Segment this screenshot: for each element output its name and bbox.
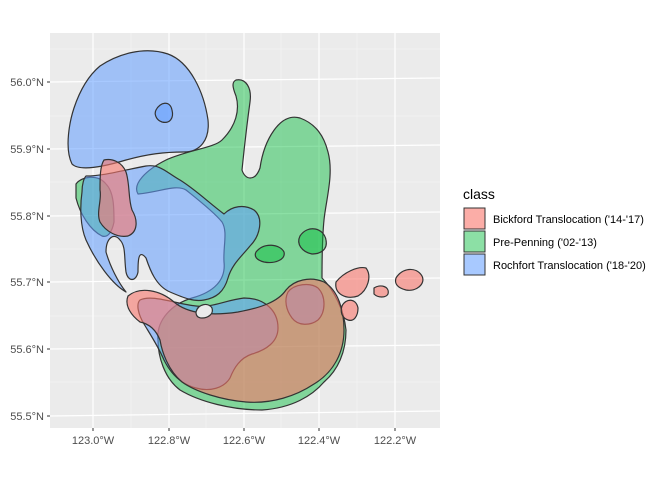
x-tick-label: 123.0°W bbox=[72, 435, 115, 447]
legend-label-rochfort: Rochfort Translocation ('18-'20) bbox=[493, 260, 646, 272]
y-tick-label: 55.7°N bbox=[10, 277, 44, 289]
bickford-main-polygon bbox=[97, 158, 137, 237]
bickford-east-polygon-b bbox=[340, 299, 359, 321]
y-tick-label: 55.9°N bbox=[10, 144, 44, 156]
x-tick-label: 122.2°W bbox=[374, 435, 417, 447]
bickford-south-polygon bbox=[126, 278, 345, 403]
y-tick-label: 55.5°N bbox=[10, 411, 44, 423]
legend-label-bickford: Bickford Translocation ('14-'17) bbox=[493, 214, 644, 226]
rochfort-small-polygon bbox=[154, 102, 174, 123]
x-tick-label: 122.8°W bbox=[148, 435, 191, 447]
x-tick-label: 122.6°W bbox=[223, 435, 266, 447]
range-bickford bbox=[97, 158, 424, 403]
rochfort-north-polygon bbox=[67, 50, 209, 169]
y-axis-ticks bbox=[47, 81, 50, 417]
y-tick-label: 56.0°N bbox=[10, 77, 44, 89]
x-axis-ticks bbox=[92, 428, 396, 431]
legend: class Bickford Translocation ('14-'17) P… bbox=[463, 186, 646, 276]
y-tick-label: 55.6°N bbox=[10, 344, 44, 356]
legend-key-bickford bbox=[463, 207, 486, 230]
legend-title: class bbox=[463, 186, 495, 202]
legend-key-pre-penning bbox=[463, 230, 486, 253]
y-tick-label: 55.8°N bbox=[10, 211, 44, 223]
pre-penning-patch-a bbox=[254, 244, 285, 264]
bickford-east-polygon-a bbox=[335, 267, 370, 298]
pre-penning-patch-b bbox=[298, 228, 327, 255]
x-tick-label: 122.4°W bbox=[298, 435, 341, 447]
legend-label-pre-penning: Pre-Penning ('02-'13) bbox=[493, 237, 597, 249]
legend-key-rochfort bbox=[463, 253, 486, 276]
bickford-east-polygon-c bbox=[373, 285, 389, 298]
gap-hole bbox=[195, 303, 213, 319]
bickford-east-polygon-d bbox=[394, 268, 424, 291]
